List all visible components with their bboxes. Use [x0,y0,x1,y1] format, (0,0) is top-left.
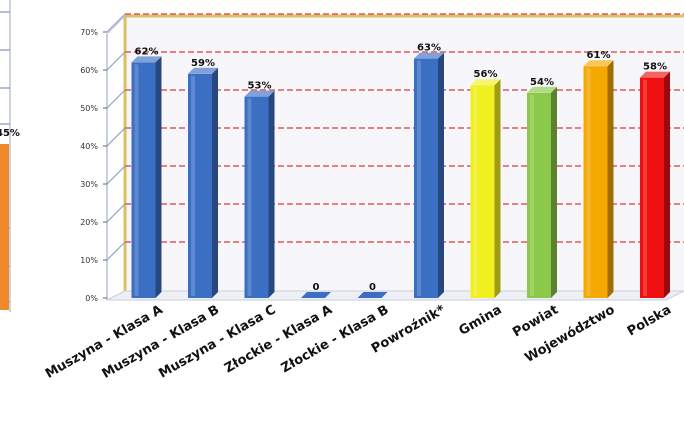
y-tick-label: 10% [80,256,98,265]
bar [357,292,388,298]
bar [640,71,670,298]
bar-front [414,58,438,298]
bar-highlight [134,64,139,297]
bar-front [131,62,156,299]
data-labels: 62% 59% 53% 0 0 63% 56% 54% 61% 58% [135,43,667,293]
bar-top [470,79,501,86]
bar [527,86,557,298]
grid-line-depth [106,127,126,147]
y-tick-label: 30% [80,180,98,189]
partial-bar [0,144,9,310]
bar [301,292,331,298]
data-label: 0 [369,282,376,293]
data-label: 56% [474,69,498,80]
category-label: Złockie - Klasa B [279,302,392,376]
bar-top [188,67,218,74]
bar [583,60,614,299]
partial-bar-label: 45% [0,128,20,139]
bar-highlight [247,98,252,296]
data-label: 53% [248,81,272,92]
bar-side [664,71,670,298]
y-tick-label: 50% [80,104,98,113]
y-tick-label: 60% [80,66,98,75]
bar-front [188,73,212,298]
bar-side [438,52,444,298]
data-label: 0 [313,282,320,293]
bar-top [640,71,670,78]
grid-line-depth [106,203,126,223]
gridlines [106,13,684,261]
bar-front [527,92,551,298]
bar-side [551,86,557,298]
bar-side [607,60,614,299]
bar-side [268,90,275,298]
grid-line-depth [106,165,126,185]
bar-top [527,86,557,93]
bar-highlight [191,75,195,296]
bar-top [414,52,444,59]
bar-front [244,96,269,298]
bar-top [131,56,162,63]
grid-line-depth [106,241,126,261]
bar-front [470,85,495,298]
grid-line-depth [106,89,126,109]
data-label: 54% [530,77,554,88]
bar-highlight [643,79,647,296]
grid-line-depth [106,51,126,71]
y-tick-label: 0% [85,294,98,303]
category-label: Gmina [457,302,505,338]
y-axis-depth [106,15,126,35]
y-axis-ticks: 0% 10% 20% 30% 40% 50% 60% 70% [80,28,107,303]
data-label: 59% [191,58,215,69]
bar-front [583,66,608,298]
partial-left-chart: 45% [0,0,20,312]
bar-flat [357,292,388,298]
bar-top [583,60,614,67]
data-label: 61% [587,50,611,61]
category-label: Polska [625,302,674,339]
bar-top [244,90,275,97]
bar [470,79,501,298]
grid-line-depth [106,13,126,33]
y-tick-label: 40% [80,142,98,151]
bar-side [212,67,218,298]
y-tick-label: 70% [80,28,98,37]
bar-highlight [473,87,478,296]
bar [244,90,275,298]
bar [414,52,444,298]
bar-flat [301,292,331,298]
data-label: 58% [643,62,667,73]
data-label: 62% [135,46,159,57]
bar-front [640,77,664,298]
bar-side [155,56,162,299]
bar-highlight [586,68,591,296]
bar-highlight [417,60,421,296]
y-tick-label: 20% [80,218,98,227]
bar [131,56,162,299]
bar-side [494,79,501,298]
bar-highlight [530,94,534,296]
bar [188,67,218,298]
data-label: 63% [417,43,441,54]
bars [131,52,670,299]
category-label: Złockie - Klasa A [222,302,335,376]
